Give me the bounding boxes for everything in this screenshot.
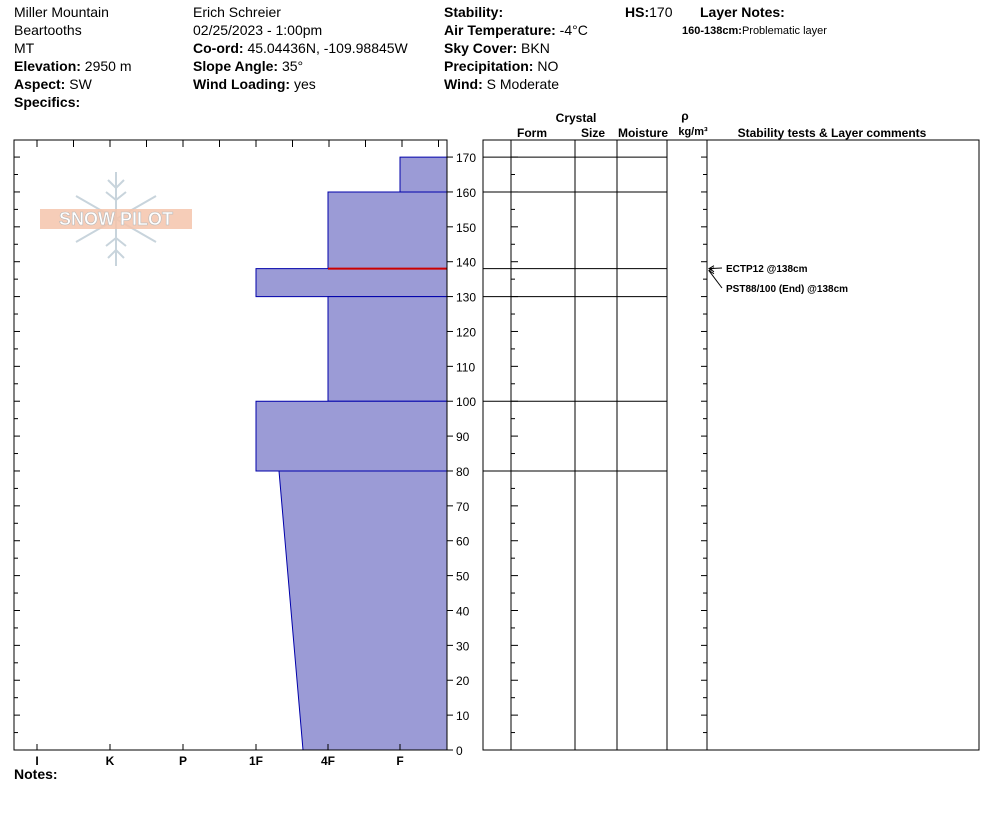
y-tick-label: 50 — [456, 570, 470, 584]
site-state: MT — [14, 40, 35, 56]
precip-row: Precipitation: NO — [444, 58, 559, 74]
snowpilot-logo: SNOW PILOT — [40, 172, 192, 266]
x-tick-label: 1F — [249, 754, 263, 768]
y-tick-label: 90 — [456, 430, 470, 444]
conditions-info: Stability: Air Temperature: -4°C Sky Cov… — [444, 3, 588, 93]
wind-loading-row: Wind Loading: yes — [193, 76, 316, 92]
x-tick-label: K — [106, 754, 115, 768]
y-tick-label: 110 — [456, 360, 475, 374]
y-tick-label: 30 — [456, 639, 470, 653]
arrow-icon — [708, 265, 715, 273]
y-tick-label: 130 — [456, 291, 476, 305]
col-crystal: Crystal — [556, 111, 597, 125]
arrow-icon — [708, 267, 715, 275]
y-tick-label: 120 — [456, 325, 476, 339]
test-pointer — [708, 267, 723, 270]
elevation-row: Elevation: 2950 m — [14, 58, 132, 74]
y-tick-label: 170 — [456, 151, 476, 165]
snow-layer — [327, 296, 448, 402]
col-size: Size — [581, 126, 605, 140]
observer-info: Erich Schreier 02/25/2023 - 1:00pm Co-or… — [193, 3, 408, 93]
y-tick-label: 100 — [456, 395, 476, 409]
y-tick-label: 160 — [456, 186, 476, 200]
y-tick-label: 40 — [456, 604, 470, 618]
test-pointer — [708, 270, 723, 289]
hardness-frame — [13, 139, 448, 751]
site-info: Miller Mountain Beartooths MT Elevation:… — [14, 3, 132, 111]
test-label: PST88/100 (End) @138cm — [726, 284, 848, 295]
x-tick-label: I — [35, 754, 38, 768]
col-comments: Stability tests & Layer comments — [738, 126, 927, 140]
stability-row: Stability: — [444, 4, 504, 20]
y-tick-label: 60 — [456, 535, 470, 549]
x-tick-label: P — [179, 754, 187, 768]
snow-layer — [399, 156, 448, 193]
layer-table-frame — [482, 139, 980, 751]
snow-layer — [278, 470, 448, 751]
y-tick-label: 0 — [456, 744, 463, 758]
test-label: ECTP12 @138cm — [726, 264, 808, 275]
y-tick-label: 70 — [456, 500, 470, 514]
hs-row: HS:170 — [625, 4, 673, 20]
snow-layer — [327, 191, 448, 270]
y-tick-label: 20 — [456, 674, 470, 688]
y-tick-label: 150 — [456, 221, 476, 235]
x-tick-label: 4F — [321, 754, 335, 768]
col-moisture: Moisture — [618, 126, 668, 140]
wind-row: Wind: S Moderate — [444, 76, 560, 92]
col-form: Form — [517, 126, 547, 140]
snow-layer — [255, 268, 448, 298]
sky-row: Sky Cover: BKN — [444, 40, 550, 56]
air-temp-row: Air Temperature: -4°C — [444, 22, 588, 38]
x-tick-label: F — [396, 754, 403, 768]
layer-note-item: 160-138cm:Problematic layer — [682, 25, 827, 37]
col-rho: ρ — [681, 109, 688, 123]
y-tick-label: 80 — [456, 465, 470, 479]
layer-notes-title: Layer Notes: — [700, 4, 785, 20]
aspect-row: Aspect: SW — [14, 76, 92, 92]
site-name: Miller Mountain — [14, 4, 109, 20]
y-tick-label: 10 — [456, 709, 470, 723]
col-density: kg/m³ — [678, 126, 708, 138]
site-range: Beartooths — [14, 22, 82, 38]
logo-text: SNOW PILOT — [59, 209, 173, 229]
snow-profile-chart: SNOW PILOT I K P 1F 4F F 0 10 20 30 40 50 60 70 80 90 1… — [13, 109, 980, 768]
coord-row: Co-ord: 45.04436N, -109.98845W — [193, 40, 408, 56]
observer-name: Erich Schreier — [193, 4, 281, 20]
snow-layer — [255, 400, 448, 472]
obs-datetime: 02/25/2023 - 1:00pm — [193, 22, 323, 38]
y-tick-label: 140 — [456, 256, 476, 270]
slope-row: Slope Angle: 35° — [193, 58, 304, 74]
notes-label: Notes: — [14, 766, 58, 782]
specifics-row: Specifics: — [14, 94, 81, 110]
